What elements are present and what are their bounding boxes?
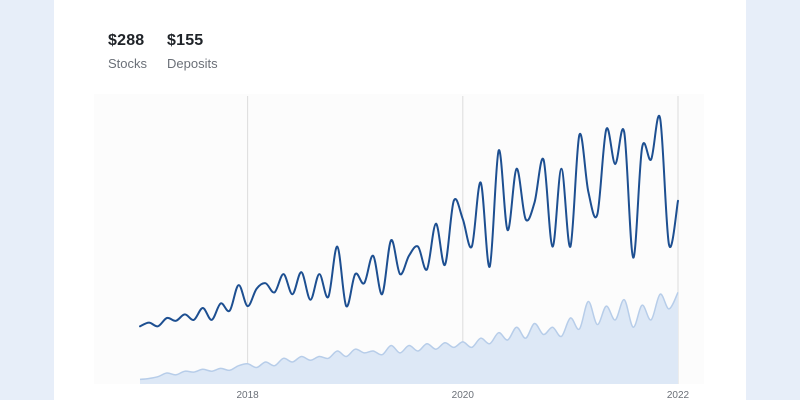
- stat-deposits-value: $155: [167, 32, 204, 49]
- stat-stocks-label: Stocks: [108, 56, 148, 71]
- x-tick-label-2020: 2020: [452, 390, 475, 400]
- chart-card: $288 Stocks $155 Deposits 2018 2020 2022: [54, 0, 746, 400]
- stat-deposits-label: Deposits: [167, 56, 218, 71]
- x-tick-label-2022: 2022: [667, 390, 690, 400]
- stocks-line: [139, 114, 679, 328]
- deposits-area-fill: [140, 292, 678, 384]
- stat-stocks-value: $288: [108, 32, 145, 49]
- stat-stocks: $288 Stocks: [108, 32, 147, 71]
- deposits-area: [140, 292, 678, 384]
- deposits-line: [139, 292, 679, 381]
- line-chart: 2018 2020 2022: [139, 96, 690, 400]
- x-tick-label-2018: 2018: [236, 390, 259, 400]
- series-lines: [139, 114, 679, 381]
- summary-stats: $288 Stocks $155 Deposits: [108, 32, 218, 71]
- x-axis-ticks: 2018 2020 2022: [236, 390, 689, 400]
- stat-deposits: $155 Deposits: [167, 32, 218, 71]
